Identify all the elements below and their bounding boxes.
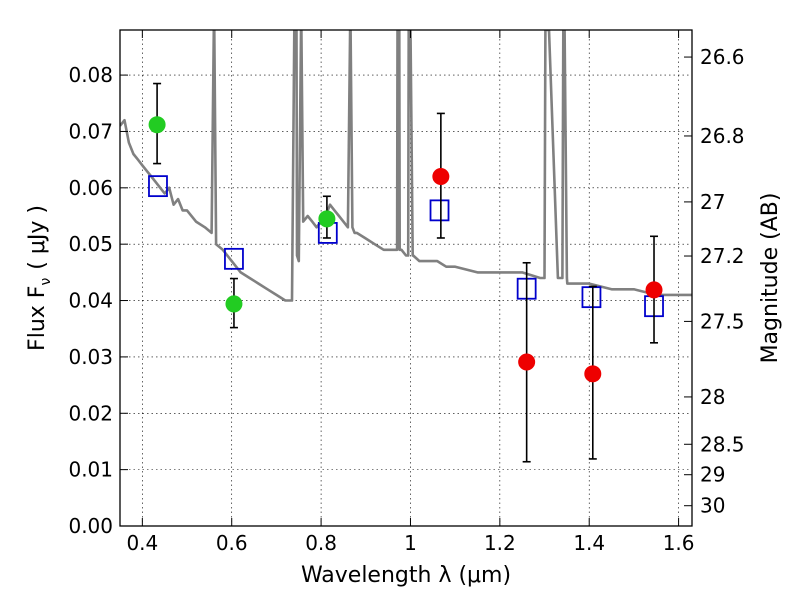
x-tick-label: 0.8 — [305, 531, 337, 555]
axis-ticks: 0.4 0.6 0.8 1 1.2 1.4 1.6 0.00 0.01 0.02 0.03 0.04 0… — [68, 30, 745, 555]
observed-flux-green-point — [318, 210, 336, 228]
y-tick-label: 0.07 — [68, 119, 113, 143]
x-tick-label: 1.2 — [484, 531, 516, 555]
y-axis-right-label: Magnitude (AB) — [758, 193, 783, 364]
y-axis-left-label-main: Flux F — [25, 286, 50, 351]
y-tick-label: 0.01 — [68, 458, 113, 482]
y-right-tick-label: 27.5 — [700, 309, 745, 333]
x-tick-label: 0.4 — [126, 531, 158, 555]
y-tick-label: 0.08 — [68, 63, 113, 87]
model-spectrum-line — [120, 30, 692, 302]
y-axis-left-label-sub: ν — [38, 278, 54, 286]
photometry-markers — [148, 82, 664, 463]
x-tick-label: 1.6 — [663, 531, 695, 555]
grid-lines — [120, 30, 692, 527]
y-right-tick-label: 26.6 — [700, 45, 745, 69]
synthetic-flux-square — [224, 247, 244, 270]
y-right-tick-label: 26.8 — [700, 124, 745, 148]
synthetic-flux-square — [581, 286, 602, 309]
y-right-tick-label: 28 — [700, 385, 725, 409]
observed-flux-red-point — [432, 168, 450, 186]
y-right-tick-label: 27.2 — [700, 244, 745, 268]
y-right-tick-label: 29 — [700, 463, 725, 487]
observed-flux-red-point — [518, 353, 536, 371]
y-tick-label: 0.02 — [68, 401, 113, 425]
synthetic-flux-square — [429, 199, 450, 222]
x-tick-label: 1.4 — [573, 531, 605, 555]
observed-flux-red-point — [645, 281, 663, 299]
y-right-tick-label: 27 — [700, 190, 725, 214]
observed-flux-green-point — [225, 295, 243, 313]
x-tick-label: 0.6 — [216, 531, 248, 555]
y-tick-label: 0.04 — [68, 289, 113, 313]
y-tick-label: 0.00 — [68, 514, 113, 538]
y-tick-label: 0.05 — [68, 232, 113, 256]
x-axis-label: Wavelength λ (μm) — [301, 563, 511, 588]
y-right-tick-label: 28.5 — [700, 432, 745, 456]
plot-frame — [119, 29, 693, 527]
observed-flux-green-point — [148, 116, 166, 134]
y-right-tick-label: 30 — [700, 494, 725, 518]
axis-labels: Wavelength λ (μm) Flux Fν ( μJy ) Magnitu… — [25, 193, 783, 588]
y-tick-label: 0.06 — [68, 176, 113, 200]
y-axis-left-label-unit: ( μJy ) — [25, 205, 50, 270]
y-axis-left-label: Flux Fν ( μJy ) — [25, 205, 54, 351]
x-tick-label: 1 — [404, 531, 417, 555]
synthetic-flux-square — [148, 175, 168, 198]
observed-flux-red-point — [584, 365, 602, 383]
model-spectrum — [120, 30, 692, 302]
y-tick-label: 0.03 — [68, 345, 113, 369]
